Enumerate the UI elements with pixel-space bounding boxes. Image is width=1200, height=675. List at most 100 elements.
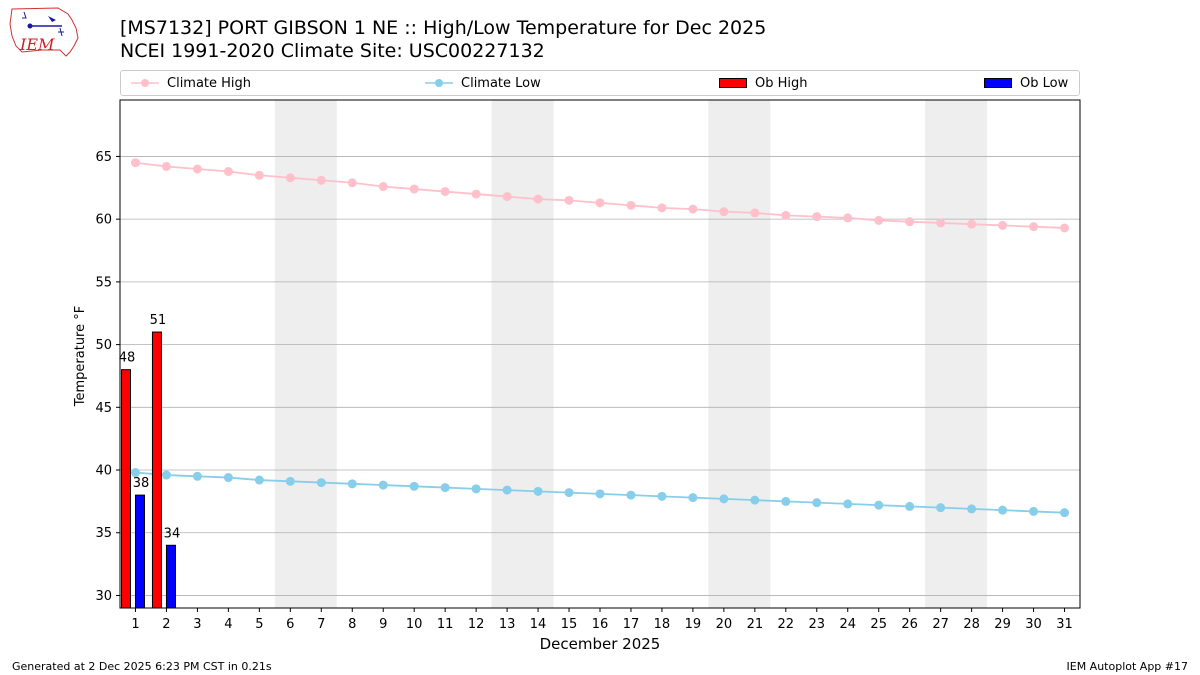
chart-legend: Climate High Climate Low Ob High Ob Low bbox=[120, 70, 1080, 96]
climate-low-point bbox=[657, 491, 667, 501]
ob-high-bar bbox=[151, 331, 162, 609]
climate-high-point bbox=[533, 194, 543, 204]
weekend-shade bbox=[708, 100, 771, 608]
legend-item-ob-low: Ob Low bbox=[984, 71, 1068, 95]
ob-high-data-label: 51 bbox=[150, 313, 167, 328]
x-tick-label: 27 bbox=[932, 617, 949, 632]
ob-low-data-label: 38 bbox=[133, 476, 150, 491]
y-tick-label: 55 bbox=[95, 275, 112, 290]
climate-high-point bbox=[502, 192, 512, 202]
legend-line-marker bbox=[425, 79, 453, 87]
climate-low-point bbox=[688, 493, 698, 503]
ob-high-bar bbox=[120, 369, 131, 609]
climate-low-point bbox=[533, 486, 543, 496]
climate-high-point bbox=[285, 173, 295, 183]
climate-low-point bbox=[192, 471, 202, 481]
climate-low-point bbox=[471, 484, 481, 494]
y-tick-label: 40 bbox=[95, 464, 112, 479]
ob-low-data-label: 34 bbox=[164, 526, 181, 541]
x-tick-label: 16 bbox=[592, 617, 609, 632]
legend-label: Climate Low bbox=[461, 75, 541, 91]
climate-low-point bbox=[316, 478, 326, 488]
climate-high-point bbox=[905, 217, 915, 227]
y-tick-label: 45 bbox=[95, 401, 112, 416]
x-tick-label: 10 bbox=[406, 617, 423, 632]
ob-low-bar bbox=[165, 544, 176, 609]
climate-high-point bbox=[688, 204, 698, 214]
climate-high-point bbox=[471, 189, 481, 199]
x-tick-label: 30 bbox=[1025, 617, 1042, 632]
x-tick-label: 24 bbox=[839, 617, 856, 632]
climate-high-point bbox=[843, 213, 853, 223]
footer-generated: Generated at 2 Dec 2025 6:23 PM CST in 0… bbox=[12, 660, 272, 673]
iem-logo: IEM bbox=[9, 7, 79, 57]
climate-high-point bbox=[657, 203, 667, 213]
climate-low-point bbox=[812, 498, 822, 508]
climate-high-point bbox=[378, 182, 388, 192]
climate-high-point bbox=[936, 218, 946, 228]
climate-high-point bbox=[1060, 223, 1070, 233]
ob-high-data-label: 48 bbox=[119, 351, 136, 366]
climate-low-point bbox=[998, 505, 1008, 515]
y-axis-label: Temperature °F bbox=[73, 306, 88, 407]
climate-low-point bbox=[719, 494, 729, 504]
x-tick-label: 2 bbox=[162, 617, 170, 632]
climate-high-point bbox=[192, 164, 202, 174]
x-tick-label: 31 bbox=[1056, 617, 1073, 632]
plot-frame bbox=[119, 99, 1081, 609]
x-tick-label: 12 bbox=[468, 617, 485, 632]
x-tick-label: 14 bbox=[530, 617, 547, 632]
climate-low-point bbox=[161, 470, 171, 480]
climate-low-point bbox=[409, 481, 419, 491]
x-tick-label: 1 bbox=[131, 617, 139, 632]
climate-low-point bbox=[564, 488, 574, 498]
x-tick-label: 9 bbox=[379, 617, 387, 632]
climate-high-point bbox=[440, 187, 450, 197]
x-axis-label: December 2025 bbox=[540, 635, 661, 653]
x-tick-label: 13 bbox=[499, 617, 516, 632]
climate-high-point bbox=[347, 178, 357, 188]
x-tick-label: 28 bbox=[963, 617, 980, 632]
footer-app: IEM Autoplot App #17 bbox=[1066, 660, 1189, 673]
climate-low-point bbox=[626, 490, 636, 500]
climate-high-point bbox=[254, 170, 264, 180]
chart-subtitle: NCEI 1991-2020 Climate Site: USC00227132 bbox=[120, 40, 545, 62]
x-tick-label: 29 bbox=[994, 617, 1011, 632]
legend-label: Climate High bbox=[167, 75, 252, 91]
x-tick-label: 25 bbox=[870, 617, 887, 632]
climate-high-point bbox=[750, 208, 760, 218]
svg-text:IEM: IEM bbox=[19, 35, 55, 54]
climate-low-point bbox=[440, 483, 450, 493]
climate-high-point bbox=[967, 219, 977, 229]
climate-low-point bbox=[781, 496, 791, 506]
x-tick-label: 15 bbox=[561, 617, 578, 632]
x-tick-label: 20 bbox=[716, 617, 733, 632]
climate-low-point bbox=[1029, 506, 1039, 516]
legend-item-climate-high: Climate High bbox=[131, 71, 251, 95]
climate-low-point bbox=[223, 473, 233, 483]
x-tick-label: 6 bbox=[286, 617, 294, 632]
climate-low-point bbox=[874, 500, 884, 510]
x-tick-label: 11 bbox=[437, 617, 454, 632]
climate-high-point bbox=[998, 220, 1008, 230]
legend-bar-marker bbox=[984, 78, 1012, 88]
climate-high-point bbox=[812, 212, 822, 222]
legend-item-ob-high: Ob High bbox=[719, 71, 808, 95]
x-tick-label: 23 bbox=[809, 617, 826, 632]
climate-high-point bbox=[874, 215, 884, 225]
legend-bar-marker bbox=[719, 78, 747, 88]
climate-low-point bbox=[936, 503, 946, 513]
climate-high-point bbox=[719, 207, 729, 217]
legend-line-marker bbox=[131, 79, 159, 87]
climate-low-point bbox=[347, 479, 357, 489]
ob-low-bar bbox=[134, 494, 145, 609]
x-tick-label: 4 bbox=[224, 617, 232, 632]
climate-high-line bbox=[135, 161, 1065, 229]
y-tick-label: 60 bbox=[95, 213, 112, 228]
weekend-shade bbox=[491, 100, 554, 608]
climate-low-point bbox=[378, 480, 388, 490]
climate-high-point bbox=[626, 200, 636, 210]
x-tick-label: 17 bbox=[623, 617, 640, 632]
y-tick-label: 35 bbox=[95, 526, 112, 541]
